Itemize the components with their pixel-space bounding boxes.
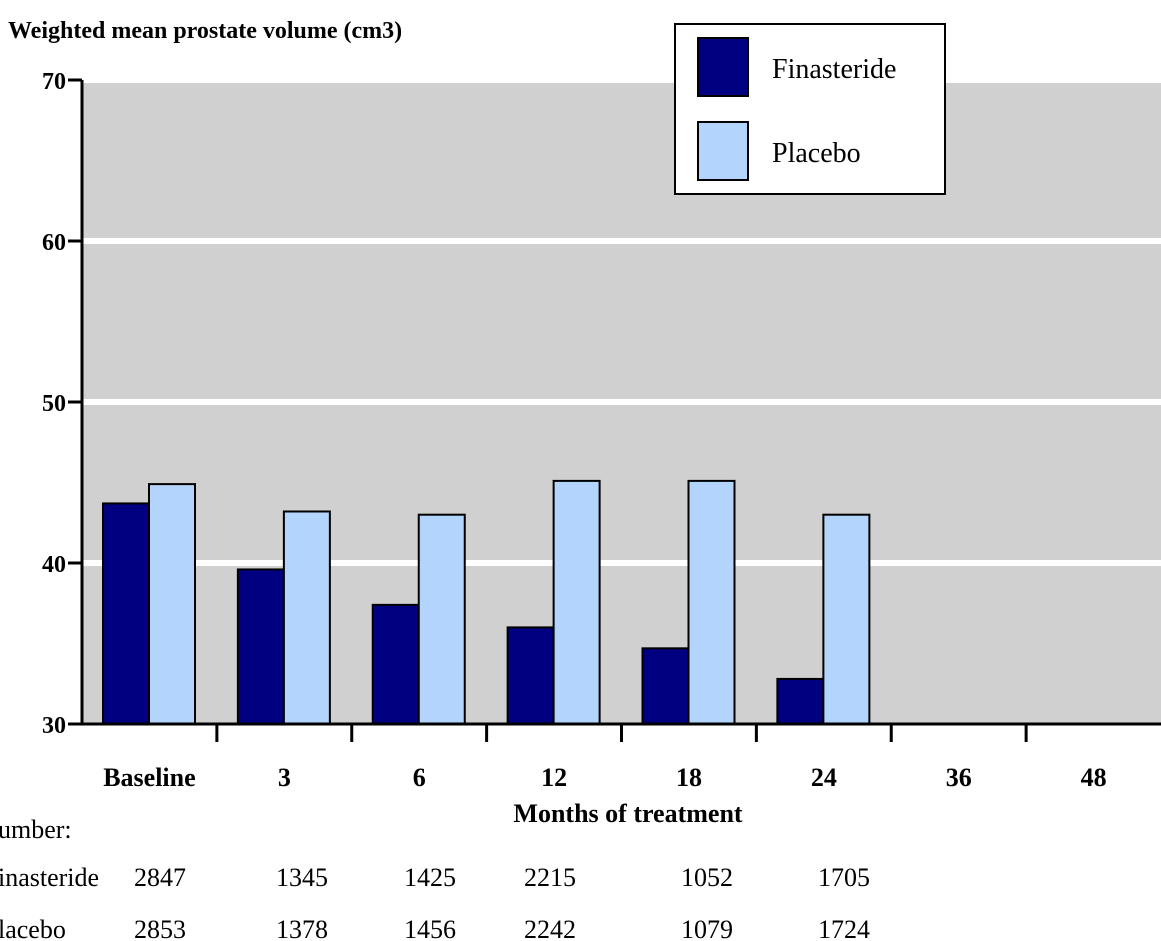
bar-finasteride-24 <box>776 677 825 725</box>
table-cell: 1425 <box>404 863 456 892</box>
table-cell: 2853 <box>134 915 186 941</box>
bar-placebo-baseline <box>148 483 196 725</box>
x-axis-title: Months of treatment <box>513 799 742 828</box>
bar-placebo-3 <box>282 510 331 726</box>
table-cell: 1724 <box>818 915 870 941</box>
x-tick-label: 3 <box>278 763 291 792</box>
table-cell: 2242 <box>524 915 576 941</box>
bar-placebo-24 <box>822 513 871 726</box>
table-cell: 2847 <box>134 863 186 892</box>
y-tick-label: 40 <box>42 552 66 578</box>
x-tick-label: 12 <box>541 763 567 792</box>
bar-finasteride-18 <box>641 647 690 726</box>
table-cell: 1378 <box>276 915 328 941</box>
table-cell: 2215 <box>524 863 576 892</box>
table-row-label: lacebo <box>0 915 66 941</box>
y-tick-label: 60 <box>42 230 66 256</box>
table-cell: 1456 <box>404 915 456 941</box>
x-axis: Baseline 3 6 12 18 24 36 48 <box>103 724 1107 792</box>
legend: Finasteride Placebo <box>674 23 946 195</box>
table-cell: 1705 <box>818 863 870 892</box>
table-row-label: inasteride <box>0 863 99 892</box>
bar-finasteride-baseline <box>102 502 150 725</box>
x-tick-label: 6 <box>413 763 426 792</box>
table-cell: 1345 <box>276 863 328 892</box>
number-table: umber: inasteride 2847 1345 1425 2215 1052 1705… <box>0 815 870 941</box>
y-tick-label: 70 <box>42 69 66 95</box>
legend-label-finasteride: Finasteride <box>772 54 896 85</box>
bar-finasteride-6 <box>371 603 420 725</box>
y-tick-label: 30 <box>42 713 66 739</box>
table-cell: 1079 <box>681 915 733 941</box>
legend-swatch-placebo <box>697 121 749 181</box>
y-axis: 30 40 50 60 70 <box>42 69 82 739</box>
bar-placebo-12 <box>552 479 601 726</box>
x-tick-label: 48 <box>1081 763 1107 792</box>
legend-label-placebo: Placebo <box>772 138 861 169</box>
y-axis-title: Weighted mean prostate volume (cm3) <box>8 18 402 44</box>
bar-placebo-18 <box>687 479 736 726</box>
x-tick-label: 24 <box>811 763 837 792</box>
bar-placebo-6 <box>417 513 466 726</box>
x-tick-label: 36 <box>946 763 972 792</box>
x-tick-label: Baseline <box>103 763 195 792</box>
plot-area <box>80 77 1161 726</box>
y-tick-label: 50 <box>42 391 66 417</box>
table-heading: umber: <box>0 815 72 844</box>
x-tick-label: 18 <box>676 763 702 792</box>
bar-finasteride-12 <box>506 626 555 726</box>
legend-swatch-finasteride <box>697 37 749 97</box>
table-cell: 1052 <box>681 863 733 892</box>
bar-finasteride-3 <box>236 568 285 725</box>
